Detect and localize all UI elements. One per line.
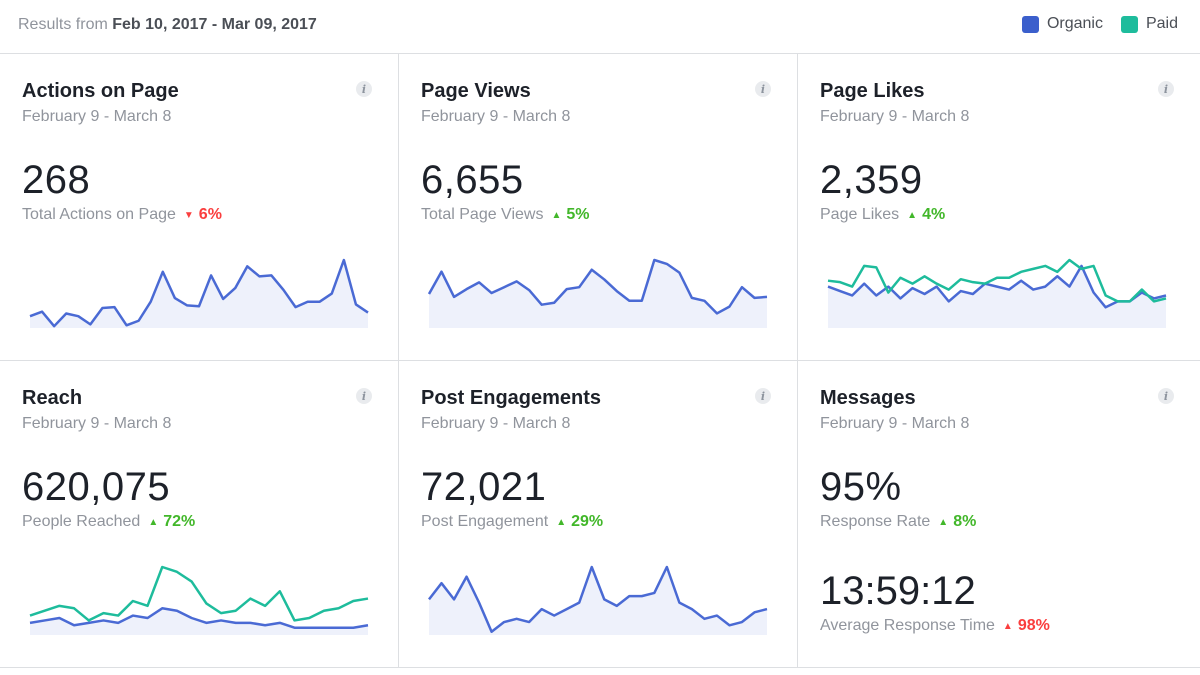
trend-value: 6%	[198, 206, 222, 223]
organic-series-line	[428, 565, 768, 634]
sparkline-chart	[427, 258, 768, 328]
metric-label: Response Rate	[820, 513, 931, 530]
card-date-range: February 9 - March 8	[820, 108, 970, 125]
metric-value: 6,655	[421, 158, 524, 202]
card-title: Reach	[22, 387, 83, 409]
metric-value: 620,075	[22, 465, 171, 509]
trend-up-icon: ▲	[1002, 620, 1013, 632]
trend-value: 29%	[571, 513, 604, 530]
card-reach[interactable]: Reach February 9 - March 8 i 620,075 Peo…	[0, 361, 399, 668]
card-messages[interactable]: Messages February 9 - March 8 i 95% Resp…	[798, 361, 1200, 668]
info-icon[interactable]: i	[356, 81, 372, 97]
trend-indicator: ▲ 72%	[148, 513, 195, 531]
info-icon[interactable]: i	[1158, 388, 1174, 404]
metric-label: Total Actions on Page	[22, 206, 176, 223]
metric-label: Total Page Views	[421, 206, 544, 223]
info-icon[interactable]: i	[755, 388, 771, 404]
metric-subline: People Reached ▲ 72%	[22, 513, 195, 531]
trend-indicator: ▲ 8%	[938, 513, 976, 531]
card-page-likes[interactable]: Page Likes February 9 - March 8 i 2,359 …	[798, 54, 1200, 361]
legend-organic[interactable]: Organic	[1021, 15, 1103, 33]
info-icon[interactable]: i	[1158, 81, 1174, 97]
legend-paid-label: Paid	[1145, 15, 1178, 32]
trend-indicator: ▲ 98%	[1003, 617, 1050, 635]
trend-up-icon: ▲	[938, 516, 949, 528]
sparkline-chart	[428, 565, 768, 635]
results-header: Results from Feb 10, 2017 - Mar 09, 2017…	[0, 0, 1200, 54]
trend-indicator: ▼ 6%	[184, 206, 222, 224]
paid-series-line	[29, 565, 369, 622]
card-actions-on-page[interactable]: Actions on Page February 9 - March 8 i 2…	[0, 54, 399, 361]
results-prefix: Results from	[18, 16, 108, 33]
trend-indicator: ▲ 4%	[907, 206, 945, 224]
card-title: Messages	[820, 387, 916, 409]
trend-value: 98%	[1017, 617, 1050, 634]
trend-indicator: ▲ 29%	[556, 513, 603, 531]
paid-swatch	[1120, 15, 1138, 33]
trend-value: 4%	[922, 206, 946, 223]
legend: Organic Paid	[1004, 15, 1178, 33]
metric-label: People Reached	[22, 513, 141, 530]
card-post-engagements[interactable]: Post Engagements February 9 - March 8 i …	[399, 361, 798, 668]
results-date-range: Results from Feb 10, 2017 - Mar 09, 2017	[18, 16, 317, 34]
metric-value: 2,359	[820, 158, 923, 202]
paid-series-line	[827, 258, 1167, 303]
trend-up-icon: ▲	[907, 209, 918, 221]
metric-value: 268	[22, 158, 91, 202]
organic-series-line	[827, 264, 1167, 309]
organic-area	[429, 260, 767, 328]
metric-subline: Page Likes ▲ 4%	[820, 206, 945, 224]
card-date-range: February 9 - March 8	[421, 415, 571, 432]
metric-subline: Post Engagement ▲ 29%	[421, 513, 603, 531]
response-time-value: 13:59:12	[820, 569, 976, 613]
response-time-subline: Average Response Time ▲ 98%	[820, 617, 1050, 635]
card-date-range: February 9 - March 8	[820, 415, 970, 432]
legend-paid[interactable]: Paid	[1120, 15, 1178, 33]
trend-up-icon: ▲	[551, 209, 562, 221]
trend-value: 72%	[163, 513, 196, 530]
metric-value: 72,021	[421, 465, 547, 509]
metric-label: Post Engagement	[421, 513, 549, 530]
trend-down-icon: ▼	[183, 209, 194, 221]
trend-up-icon: ▲	[148, 516, 159, 528]
card-title: Actions on Page	[22, 80, 179, 102]
card-date-range: February 9 - March 8	[22, 415, 172, 432]
insights-grid: Actions on Page February 9 - March 8 i 2…	[0, 54, 1200, 675]
date-range-value: Feb 10, 2017 - Mar 09, 2017	[112, 16, 317, 33]
trend-up-icon: ▲	[556, 516, 567, 528]
response-time-label: Average Response Time	[820, 617, 995, 634]
metric-subline: Response Rate ▲ 8%	[820, 513, 976, 531]
trend-value: 5%	[566, 206, 590, 223]
metric-subline: Total Page Views ▲ 5%	[421, 206, 589, 224]
organic-area	[429, 567, 767, 635]
trend-indicator: ▲ 5%	[551, 206, 589, 224]
trend-value: 8%	[953, 513, 977, 530]
organic-series-line	[29, 607, 369, 629]
metric-subline: Total Actions on Page ▼ 6%	[22, 206, 222, 224]
organic-series-line	[427, 258, 768, 315]
organic-area	[30, 260, 368, 328]
card-date-range: February 9 - March 8	[421, 108, 571, 125]
card-title: Page Views	[421, 80, 531, 102]
card-date-range: February 9 - March 8	[22, 108, 172, 125]
legend-organic-label: Organic	[1046, 15, 1103, 32]
sparkline-chart	[827, 258, 1167, 328]
card-title: Post Engagements	[421, 387, 602, 409]
card-page-views[interactable]: Page Views February 9 - March 8 i 6,655 …	[399, 54, 798, 361]
card-title: Page Likes	[820, 80, 925, 102]
organic-series-line	[29, 258, 369, 328]
sparkline-chart	[29, 565, 369, 635]
sparkline-chart	[29, 258, 369, 328]
info-icon[interactable]: i	[755, 81, 771, 97]
organic-swatch	[1021, 15, 1039, 33]
info-icon[interactable]: i	[356, 388, 372, 404]
metric-value: 95%	[820, 465, 902, 509]
metric-label: Page Likes	[820, 206, 900, 223]
organic-area	[828, 265, 1166, 328]
